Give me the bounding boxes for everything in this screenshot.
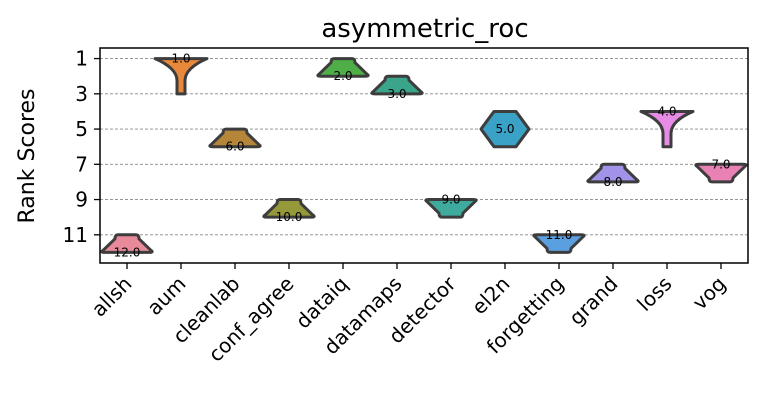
violin-cleanlab — [208, 127, 262, 149]
violin-dataiq — [316, 57, 370, 78]
violin-allsh — [100, 233, 154, 254]
violin-forgetting — [532, 233, 586, 254]
grid-lines — [100, 58, 748, 236]
y-axis-label: Rank Scores — [15, 88, 40, 223]
x-axis: allsh aumcleanlabconf_agreedataiqdatamaps… — [87, 263, 731, 367]
x-tick-label: loss — [632, 272, 676, 316]
violin-aum — [153, 57, 209, 96]
y-tick-label: 7 — [75, 152, 88, 176]
violin-el2n — [479, 109, 531, 149]
violin-datamaps — [370, 74, 424, 96]
median-label-detector: 9.0 — [441, 193, 460, 207]
y-tick-label: 3 — [75, 82, 88, 106]
median-label-allsh: 12.0 — [114, 245, 141, 259]
x-tick-label: aum — [142, 272, 190, 320]
x-tick-label: el2n — [467, 272, 515, 320]
x-tick-label: vog — [688, 272, 731, 315]
median-label-cleanlab: 6.0 — [225, 140, 244, 154]
violin-vog — [694, 162, 748, 184]
x-tick-label: grand — [564, 272, 622, 330]
plot-frame — [99, 47, 749, 264]
median-label-grand: 8.0 — [603, 175, 622, 189]
y-tick-label: 9 — [75, 188, 88, 212]
violin-grand — [586, 162, 640, 184]
median-label-dataiq: 2.0 — [333, 69, 352, 83]
median-label-datamaps: 3.0 — [387, 87, 406, 101]
violin-detector — [424, 198, 478, 219]
median-label-conf_agree: 10.0 — [276, 210, 303, 224]
y-axis: 1 3 5 7 9 11 — [63, 47, 100, 247]
median-label-forgetting: 11.0 — [546, 228, 573, 242]
median-label-el2n: 5.0 — [495, 122, 514, 136]
median-label-loss: 4.0 — [657, 104, 676, 118]
y-tick-label: 11 — [63, 223, 88, 247]
violin-group — [100, 57, 748, 254]
violin-loss — [639, 109, 695, 149]
violin-conf_agree — [262, 198, 316, 219]
median-label-vog: 7.0 — [711, 157, 730, 171]
chart-title: asymmetric_roc — [321, 14, 528, 44]
y-tick-label: 5 — [75, 117, 88, 141]
x-tick-label: allsh — [87, 272, 137, 322]
data-label-group: 12.0 1.0 6.0 10.0 2.0 3.0 9.0 5.0 11.0 8.0 4.0 7.0 — [114, 52, 731, 260]
median-label-aum: 1.0 — [171, 52, 190, 66]
y-tick-label: 1 — [75, 47, 88, 71]
